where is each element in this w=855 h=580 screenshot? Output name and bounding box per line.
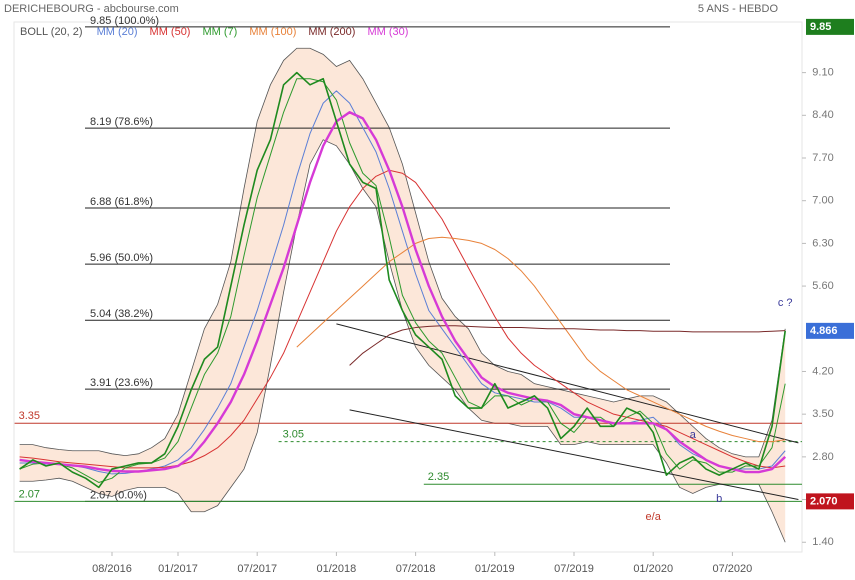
chart-title: DERICHEBOURG - abcbourse.com (4, 3, 179, 15)
level-label: 2.07 (19, 488, 40, 500)
series-line (19, 111, 787, 474)
legend-entry: MM (7) (202, 26, 237, 38)
trend-line (336, 323, 799, 444)
series-line (349, 325, 786, 366)
fibonacci-label: 5.96 (50.0%) (90, 252, 153, 264)
trend-line (349, 409, 799, 501)
fibonacci-label: 8.19 (78.6%) (90, 116, 153, 128)
fibonacci-label: 6.88 (61.8%) (90, 196, 153, 208)
x-tick-label: 08/2016 (92, 563, 132, 575)
x-tick-label: 07/2018 (396, 563, 436, 575)
x-tick-label: 07/2020 (713, 563, 753, 575)
legend-entry: MM (100) (249, 26, 296, 38)
y-tick-label: 3.50 (812, 408, 833, 420)
annotation: b (716, 493, 722, 505)
series-line (296, 236, 786, 443)
series-line (19, 71, 786, 489)
y-tick-label: 9.10 (812, 67, 833, 79)
plot-frame (13, 21, 803, 553)
y-tick-label: 4.20 (812, 365, 833, 377)
price-label: 2.070 (810, 495, 838, 507)
price-box (806, 18, 854, 35)
legend-entry: MM (30) (367, 26, 408, 38)
chart-subtitle: 5 ANS - HEBDO (698, 3, 779, 15)
price-label: 4.866 (810, 325, 838, 337)
fibonacci-label: 3.91 (23.6%) (90, 377, 153, 389)
y-tick-label: 7.70 (812, 152, 833, 164)
level-label: 3.35 (19, 410, 40, 422)
legend-entry: MM (200) (308, 26, 355, 38)
legend-entry: BOLL (20, 2) (20, 26, 83, 38)
y-tick-label: 2.80 (812, 451, 833, 463)
y-tick-label: 1.40 (812, 536, 833, 548)
legend-entry: MM (50) (150, 26, 191, 38)
legend-entry: MM (20) (97, 26, 138, 38)
price-box (806, 322, 854, 339)
annotation: e/a (646, 511, 662, 523)
x-tick-label: 07/2019 (554, 563, 594, 575)
level-label: 2.35 (428, 471, 449, 483)
fibonacci-label: 9.85 (100.0%) (90, 15, 159, 27)
x-tick-label: 07/2017 (237, 563, 277, 575)
price-box (806, 493, 854, 510)
price-label: 9.85 (810, 21, 831, 33)
y-tick-label: 8.40 (812, 109, 833, 121)
level-label: 3.05 (283, 429, 304, 441)
x-tick-label: 01/2020 (633, 563, 673, 575)
y-tick-label: 5.60 (812, 280, 833, 292)
x-tick-label: 01/2018 (317, 563, 357, 575)
y-tick-label: 7.00 (812, 195, 833, 207)
x-tick-label: 01/2019 (475, 563, 515, 575)
annotation: a (690, 429, 697, 441)
bollinger-upper (19, 47, 786, 458)
x-tick-label: 01/2017 (158, 563, 198, 575)
y-tick-label: 6.30 (812, 237, 833, 249)
fibonacci-label: 2.07 (0.0%) (90, 489, 147, 501)
annotation: c ? (778, 297, 793, 309)
fibonacci-label: 5.04 (38.2%) (90, 308, 153, 320)
